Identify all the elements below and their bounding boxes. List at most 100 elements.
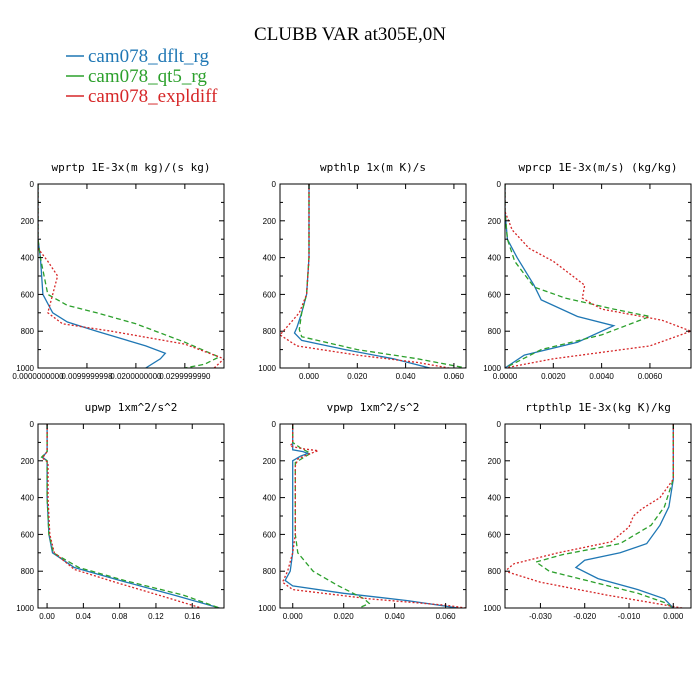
panel-title: upwp 1xm^2/s^2 [85,401,178,414]
legend-label-dflt: cam078_dflt_rg [88,46,210,67]
x-tick-label: 0.040 [385,612,406,621]
x-tick-label: 0.0200000000 [110,372,162,381]
x-tick-label: 0.0020 [541,372,566,381]
series-line [505,184,616,368]
series-line [281,424,466,608]
y-tick-label: 400 [488,254,502,263]
series-line [41,424,202,608]
x-tick-label: 0.060 [444,372,465,381]
y-tick-label: 0 [272,420,277,429]
panel-5: vpwp 1xm^2/s^2 0 200 400 600 800 1000 0.000 0.02… [258,401,467,621]
panel-1: wprtp 1E-3x(m kg)/(s kg) 0 200 400 600 800 100… [12,161,225,381]
panel-6: rtpthlp 1E-3x(kg K)/kg 0 200 400 600 800 1000 -… [483,401,692,621]
y-tick-label: 0 [497,180,502,189]
plot-frame [37,423,225,609]
x-tick-label: -0.030 [529,612,552,621]
y-tick-label: 400 [263,494,277,503]
series-line [505,184,691,368]
x-tick-label: 0.16 [184,612,200,621]
legend-label-expldiff: cam078_expldiff [88,86,218,107]
panel-4: upwp 1xm^2/s^2 0 200 400 600 800 1000 0.00 0.04 0… [16,401,225,621]
series-line [298,184,466,368]
figure-title: CLUBB VAR at305E,0N [254,24,446,45]
panel-title: wprcp 1E-3x(m/s) (kg/kg) [519,161,678,174]
series-line [284,424,459,608]
y-tick-label: 1000 [16,364,34,373]
y-tick-label: 200 [488,217,502,226]
panel-title: vpwp 1xm^2/s^2 [327,401,420,414]
x-tick-label: 0.060 [436,612,457,621]
y-tick-label: 800 [21,567,35,576]
panels: wprtp 1E-3x(m kg)/(s kg) 0 200 400 600 800 100… [12,161,692,621]
y-tick-label: 1000 [258,364,276,373]
legend-label-qt5: cam078_qt5_rg [88,66,207,87]
y-tick-label: 0 [272,180,277,189]
series-line [41,424,220,608]
x-tick-label: 0.000 [283,612,304,621]
series-line [505,184,653,368]
plot-frame [504,423,692,609]
y-tick-label: 400 [263,254,277,263]
series-line [292,424,371,608]
y-tick-label: 200 [21,217,35,226]
x-tick-label: 0.020 [334,612,355,621]
y-tick-label: 400 [21,254,35,263]
y-tick-label: 600 [21,290,35,299]
x-tick-label: 0.00 [39,612,55,621]
y-tick-label: 1000 [16,604,34,613]
y-tick-label: 200 [263,457,277,466]
y-tick-label: 0 [497,420,502,429]
panel-title: rtpthlp 1E-3x(kg K)/kg [525,401,671,414]
y-tick-label: 800 [488,327,502,336]
y-tick-label: 800 [488,567,502,576]
x-tick-label: 0.0000 [493,372,518,381]
panel-3: wprcp 1E-3x(m/s) (kg/kg) 0 200 400 600 800 100… [483,161,692,381]
x-tick-label: 0.0299999990 [159,372,211,381]
y-tick-label: 200 [21,457,35,466]
y-tick-label: 600 [488,530,502,539]
panel-2: wpthlp 1x(m K)/s 0 200 400 600 800 1000 0.000 0.… [258,161,467,381]
x-tick-label: 0.12 [148,612,164,621]
panel-title: wprtp 1E-3x(m kg)/(s kg) [52,161,211,174]
x-tick-label: 0.040 [396,372,417,381]
series-line [280,184,450,368]
y-tick-label: 0 [30,420,35,429]
y-tick-label: 600 [488,290,502,299]
plot-frame [504,183,692,369]
plot-frame [37,183,225,369]
x-tick-label: 0.08 [112,612,128,621]
y-tick-label: 600 [263,290,277,299]
x-tick-label: -0.010 [618,612,641,621]
series-line [38,184,221,368]
x-tick-label: 0.0000000000 [12,372,64,381]
panel-title: wpthlp 1x(m K)/s [320,161,426,174]
x-tick-label: 0.000 [663,612,684,621]
y-tick-label: 200 [488,457,502,466]
y-tick-label: 0 [30,180,35,189]
y-tick-label: 800 [21,327,35,336]
y-tick-label: 1000 [258,604,276,613]
y-tick-label: 800 [263,327,277,336]
series-line [574,424,674,608]
x-tick-label: 0.0060 [638,372,663,381]
y-tick-label: 400 [21,494,35,503]
x-tick-label: 0.0099999998 [61,372,113,381]
y-tick-label: 1000 [483,604,501,613]
y-tick-label: 1000 [483,364,501,373]
x-tick-label: 0.04 [76,612,92,621]
legend: cam078_dflt_rg cam078_qt5_rg cam078_expl… [66,46,218,107]
series-line [293,184,430,368]
x-tick-label: -0.020 [573,612,596,621]
x-tick-label: 0.0040 [589,372,614,381]
y-tick-label: 600 [263,530,277,539]
y-tick-label: 600 [21,530,35,539]
x-tick-label: 0.020 [347,372,368,381]
y-tick-label: 200 [263,217,277,226]
y-tick-label: 800 [263,567,277,576]
x-tick-label: 0.000 [299,372,320,381]
series-line [505,424,683,608]
y-tick-label: 400 [488,494,502,503]
series-line [40,424,220,608]
series-line [38,184,224,368]
